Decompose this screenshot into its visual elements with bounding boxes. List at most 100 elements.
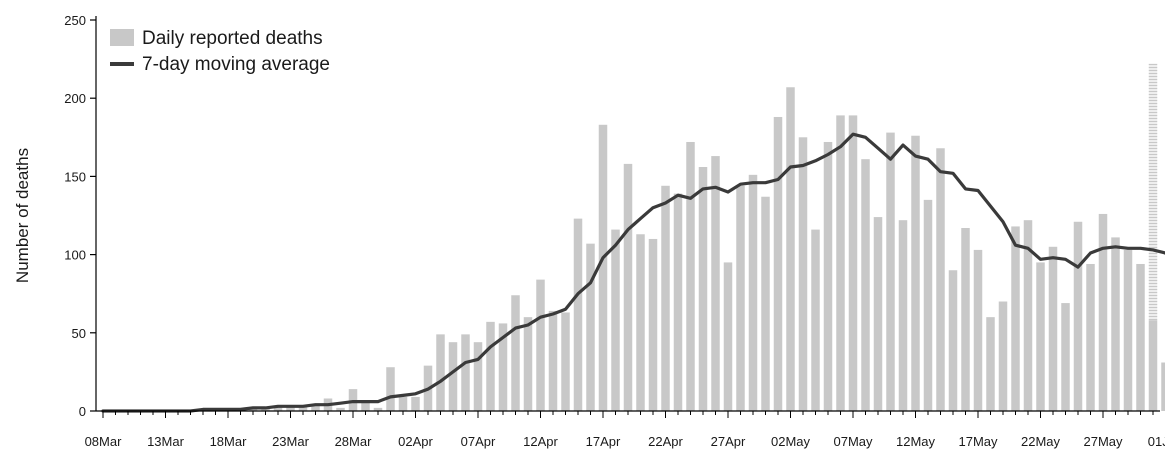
line-group: [101, 132, 1165, 413]
bar: [736, 185, 745, 411]
bar: [898, 220, 908, 411]
y-tick-label: 200: [64, 91, 86, 106]
bar: [1148, 320, 1158, 411]
bar: [986, 317, 995, 411]
bar: [311, 404, 320, 411]
x-tick-label: 23Mar: [272, 434, 310, 449]
bar: [611, 229, 620, 411]
bar: [573, 218, 583, 411]
bar: [948, 270, 958, 411]
bar: [523, 317, 533, 411]
bar: [886, 132, 895, 411]
y-tick-label: 100: [64, 248, 86, 263]
bar: [648, 238, 658, 411]
bar: [998, 301, 1008, 411]
bar: [273, 406, 283, 411]
legend-bar-swatch: [110, 29, 134, 46]
bar: [1036, 262, 1045, 411]
x-tick-label: 12Apr: [523, 434, 558, 449]
bar: [786, 87, 795, 411]
bar: [1061, 303, 1070, 411]
bar: [548, 310, 558, 411]
bar: [448, 342, 458, 411]
bar: [848, 115, 858, 412]
legend-label-daily-deaths: Daily reported deaths: [142, 28, 323, 49]
bar: [936, 148, 945, 412]
x-tick-label: 01Jun: [1148, 434, 1165, 449]
bar: [636, 234, 645, 411]
bar: [398, 396, 408, 411]
x-tick-label: 02Apr: [398, 434, 433, 449]
bar-hatched: [1148, 63, 1158, 321]
bar: [498, 323, 508, 411]
y-axis-title: Number of deaths: [13, 148, 32, 283]
bar: [798, 137, 808, 412]
bar: [598, 124, 608, 412]
bar: [973, 249, 983, 411]
bar: [1023, 220, 1033, 411]
bar: [623, 163, 633, 411]
bar: [1136, 263, 1145, 411]
x-tick-label: 28Mar: [335, 434, 373, 449]
bar: [373, 407, 383, 411]
bar: [386, 367, 395, 411]
bar: [411, 396, 420, 411]
bar: [1111, 237, 1120, 411]
bar: [923, 199, 933, 411]
x-tick-label: 27Apr: [711, 434, 746, 449]
bar: [473, 342, 483, 411]
x-tick-label: 22Apr: [648, 434, 683, 449]
x-tick-label: 17May: [958, 434, 998, 449]
y-tick-label: 250: [64, 13, 86, 28]
bar: [911, 135, 920, 411]
bar: [748, 174, 758, 411]
x-tick-label: 17Apr: [586, 434, 621, 449]
bar: [361, 401, 370, 411]
x-tick-label: 07Apr: [461, 434, 496, 449]
bar: [436, 334, 445, 411]
x-tick-label: 07May: [833, 434, 873, 449]
bar: [1098, 213, 1108, 411]
bar: [286, 406, 295, 411]
bar: [536, 279, 545, 411]
bar: [461, 334, 470, 411]
bar: [1161, 362, 1165, 411]
bar: [711, 156, 720, 411]
bar: [773, 116, 783, 411]
x-tick-label: 13Mar: [147, 434, 185, 449]
bar: [561, 312, 570, 411]
x-tick-label: 18Mar: [210, 434, 248, 449]
x-tick-label: 02May: [771, 434, 811, 449]
bar: [698, 167, 708, 411]
y-tick-label: 150: [64, 169, 86, 184]
bar: [761, 196, 770, 411]
bar: [1123, 249, 1133, 411]
x-tick-label: 08Mar: [85, 434, 123, 449]
moving-average-line: [101, 132, 1165, 413]
y-tick-label: 0: [79, 404, 86, 419]
bar: [961, 228, 970, 411]
ticks-group: 0 50 100 150 200 250 08Mar 13Mar 18Mar 23Mar 28Mar…: [64, 13, 1165, 449]
bar: [723, 262, 733, 411]
bar: [823, 141, 833, 411]
bars-group: [198, 63, 1165, 412]
bar: [336, 407, 345, 411]
bar: [673, 193, 683, 411]
bar: [298, 406, 308, 411]
bar: [486, 321, 495, 411]
bar: [1048, 246, 1058, 411]
bar: [1073, 221, 1083, 411]
bar: [661, 185, 670, 411]
x-tick-label: 27May: [1083, 434, 1123, 449]
bar: [873, 217, 883, 411]
x-tick-label: 12May: [896, 434, 936, 449]
bar: [511, 295, 520, 411]
bar: [686, 141, 695, 411]
bar: [811, 229, 820, 411]
y-tick-label: 50: [72, 326, 86, 341]
bar: [836, 115, 845, 412]
bar: [586, 243, 595, 411]
legend: Daily reported deaths 7-day moving avera…: [110, 28, 330, 75]
legend-label-moving-average: 7-day moving average: [142, 54, 330, 75]
